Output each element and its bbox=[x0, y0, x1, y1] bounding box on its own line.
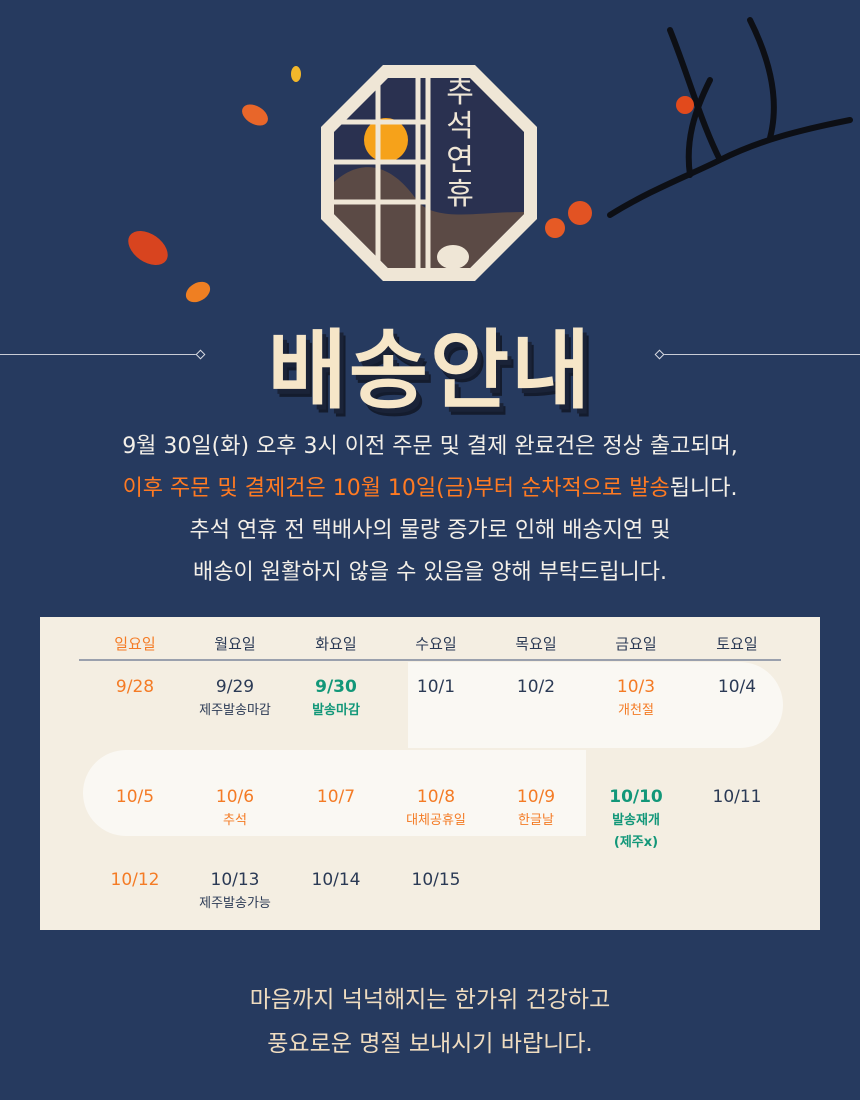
day-note: 대체공휴일 bbox=[406, 813, 466, 828]
calendar-day: 10/6 추석 bbox=[185, 787, 285, 832]
day-date: 9/28 bbox=[115, 677, 155, 697]
calendar-day: 10/12 bbox=[85, 870, 185, 890]
day-note-2: (제주x) bbox=[613, 835, 659, 850]
calendar-day: 10/5 bbox=[85, 787, 185, 807]
day-date: 9/29 bbox=[215, 677, 255, 697]
day-note: 발송마감 bbox=[312, 703, 360, 718]
day-date: 10/8 bbox=[416, 787, 456, 807]
header-divider bbox=[79, 659, 781, 661]
holiday-band-week1 bbox=[408, 662, 783, 748]
day-date: 10/5 bbox=[115, 787, 155, 807]
notice-line-2-rest: 됩니다. bbox=[669, 476, 738, 501]
day-date: 10/10 bbox=[609, 787, 663, 807]
calendar-day: 10/13 제주발송가능 bbox=[185, 870, 285, 915]
calendar-day: 10/8 대체공휴일 bbox=[386, 787, 486, 832]
notice-line-4: 배송이 원활하지 않을 수 있음을 양해 부탁드립니다. bbox=[193, 560, 667, 585]
day-date: 9/30 bbox=[315, 677, 357, 697]
weekday-header: 금요일 bbox=[615, 635, 657, 653]
calendar-day: 10/4 bbox=[687, 677, 787, 697]
falling-leaves-illustration bbox=[128, 66, 301, 303]
day-date: 10/13 bbox=[210, 870, 260, 890]
weekday-header: 토요일 bbox=[716, 635, 758, 653]
day-date: 10/4 bbox=[717, 677, 757, 697]
weekday-header: 목요일 bbox=[515, 635, 557, 653]
page-title: 배송안내 bbox=[267, 321, 593, 421]
holiday-calendar: 일요일 월요일 화요일 수요일 목요일 금요일 토요일 9/28 9/29 제주발송마감 9/30 발… bbox=[40, 617, 820, 930]
notice-line-2: 이후 주문 및 결제건은 10월 10일(금)부터 순차적으로 발송됩니다. bbox=[0, 468, 860, 510]
calendar-day: 9/28 bbox=[85, 677, 185, 697]
day-date: 10/3 bbox=[616, 677, 656, 697]
divider-left bbox=[0, 354, 200, 355]
day-date: 10/7 bbox=[316, 787, 356, 807]
day-note: 제주발송가능 bbox=[199, 896, 271, 911]
persimmon-branch-illustration bbox=[545, 17, 853, 238]
closing-message: 마음까지 넉넉해지는 한가위 건강하고 풍요로운 명절 보내시기 바랍니다. bbox=[0, 978, 860, 1066]
day-note: 발송재개 bbox=[612, 813, 660, 828]
calendar-day: 9/29 제주발송마감 bbox=[185, 677, 285, 722]
closing-line-2: 풍요로운 명절 보내시기 바랍니다. bbox=[267, 1031, 593, 1057]
calendar-day: 10/15 bbox=[386, 870, 486, 890]
day-date: 10/12 bbox=[110, 870, 160, 890]
weekday-header: 수요일 bbox=[415, 635, 457, 653]
divider-right bbox=[662, 354, 860, 355]
closing-line-1: 마음까지 넉넉해지는 한가위 건강하고 bbox=[249, 987, 611, 1013]
day-note: 한글날 bbox=[518, 813, 554, 828]
day-date: 10/15 bbox=[411, 870, 461, 890]
calendar-day: 10/7 bbox=[286, 787, 386, 807]
weekday-header: 화요일 bbox=[315, 635, 357, 653]
day-date: 10/6 bbox=[215, 787, 255, 807]
holiday-band-week2 bbox=[83, 750, 586, 836]
notice-highlight: 이후 주문 및 결제건은 10월 10일(금)부터 순차적으로 발송 bbox=[122, 476, 670, 501]
day-note: 추석 bbox=[223, 813, 247, 828]
day-date: 10/14 bbox=[311, 870, 361, 890]
calendar-day: 10/2 bbox=[486, 677, 586, 697]
weekday-header: 월요일 bbox=[214, 635, 256, 653]
calendar-day: 9/30 발송마감 bbox=[286, 677, 386, 722]
calendar-day: 10/11 bbox=[687, 787, 787, 807]
calendar-day: 10/3 개천절 bbox=[586, 677, 686, 722]
calendar-day: 10/10 발송재개 (제주x) bbox=[586, 787, 686, 854]
chuseok-emblem: 추석연휴 bbox=[318, 62, 540, 284]
day-date: 10/1 bbox=[416, 677, 456, 697]
day-note: 제주발송마감 bbox=[199, 703, 271, 718]
day-date: 10/9 bbox=[516, 787, 556, 807]
notice-line-3: 추석 연휴 전 택배사의 물량 증가로 인해 배송지연 및 bbox=[189, 518, 671, 543]
day-date: 10/2 bbox=[516, 677, 556, 697]
calendar-day: 10/14 bbox=[286, 870, 386, 890]
calendar-day: 10/9 한글날 bbox=[486, 787, 586, 832]
notice-line-1: 9월 30일(화) 오후 3시 이전 주문 및 결제 완료건은 정상 출고되며, bbox=[122, 434, 738, 459]
day-date: 10/11 bbox=[712, 787, 762, 807]
day-note: 개천절 bbox=[618, 703, 654, 718]
calendar-day: 10/1 bbox=[386, 677, 486, 697]
notice-text: 9월 30일(화) 오후 3시 이전 주문 및 결제 완료건은 정상 출고되며,… bbox=[0, 426, 860, 594]
emblem-text: 추석연휴 bbox=[446, 75, 474, 212]
weekday-header: 일요일 bbox=[114, 635, 156, 653]
